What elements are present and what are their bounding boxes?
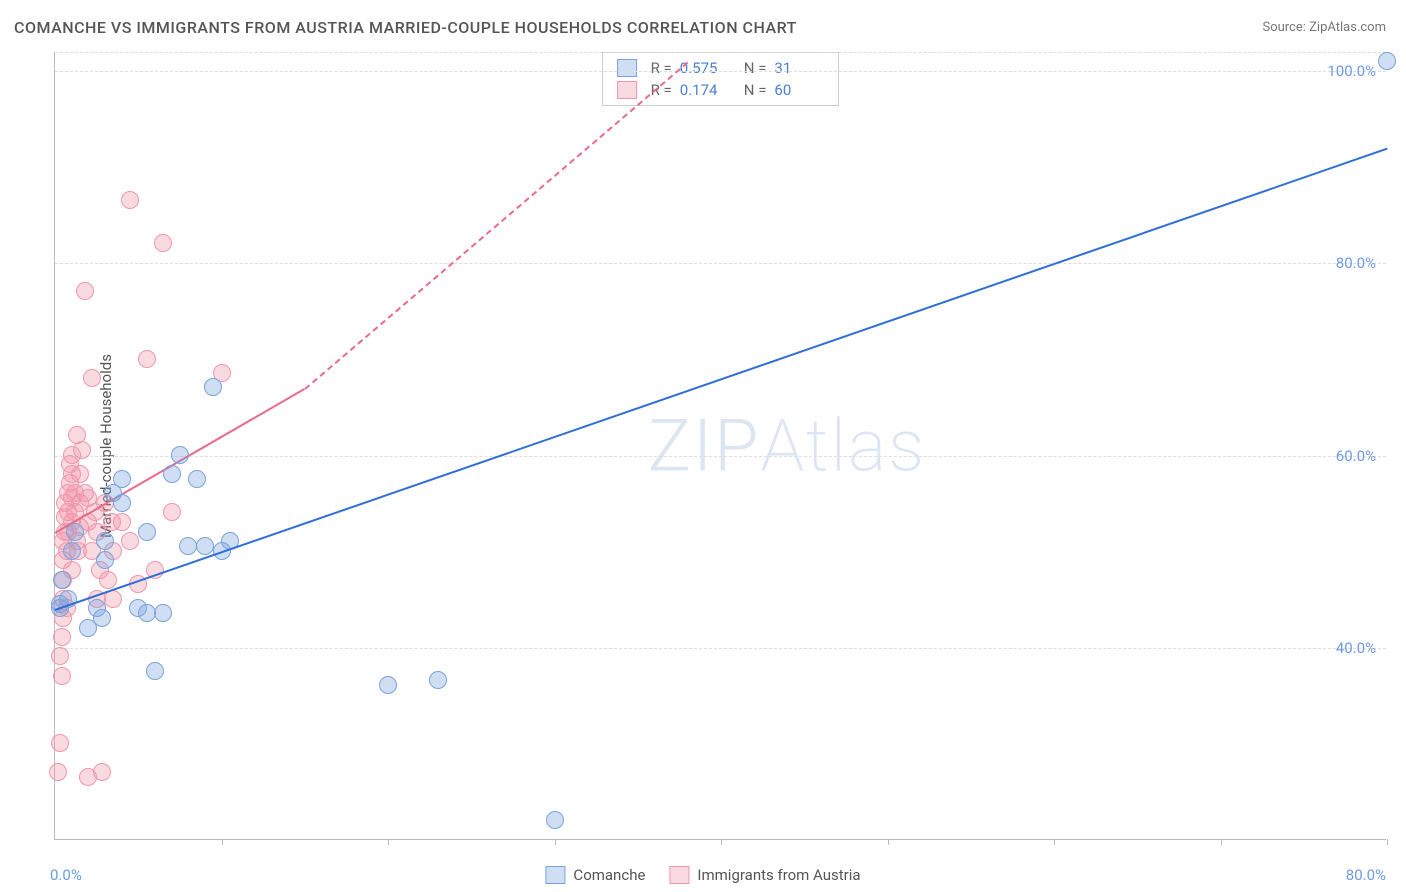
scatter-point-comanche — [546, 811, 564, 829]
scatter-point-austria — [121, 532, 139, 550]
color-swatch-comanche — [617, 59, 637, 77]
scatter-point-austria — [51, 647, 69, 665]
scatter-point-comanche — [379, 676, 397, 694]
scatter-point-austria — [99, 571, 117, 589]
chart-title: COMANCHE VS IMMIGRANTS FROM AUSTRIA MARR… — [14, 18, 797, 37]
legend-item-austria: Immigrants from Austria — [669, 866, 860, 884]
stat-n-label: N = — [744, 81, 767, 99]
scatter-point-comanche — [96, 532, 114, 550]
scatter-point-austria — [138, 350, 156, 368]
x-tick — [555, 839, 556, 845]
scatter-point-comanche — [429, 671, 447, 689]
scatter-point-comanche — [196, 537, 214, 555]
scatter-point-comanche — [163, 465, 181, 483]
scatter-point-comanche — [138, 523, 156, 541]
scatter-point-comanche — [93, 609, 111, 627]
scatter-point-comanche — [146, 662, 164, 680]
scatter-point-austria — [53, 628, 71, 646]
scatter-point-austria — [113, 513, 131, 531]
scatter-point-austria — [83, 369, 101, 387]
scatter-point-comanche — [66, 523, 84, 541]
scatter-point-austria — [163, 503, 181, 521]
legend-swatch-comanche — [545, 866, 565, 884]
gridline — [55, 52, 1386, 53]
legend-label-comanche: Comanche — [573, 866, 645, 884]
x-tick — [1221, 839, 1222, 845]
source-attribution: Source: ZipAtlas.com — [1262, 20, 1386, 35]
scatter-point-comanche — [96, 551, 114, 569]
x-tick — [1054, 839, 1055, 845]
scatter-point-austria — [53, 667, 71, 685]
scatter-point-comanche — [179, 537, 197, 555]
stat-r-label: R = — [651, 59, 672, 77]
x-tick — [888, 839, 889, 845]
scatter-point-comanche — [113, 494, 131, 512]
x-axis-max-label: 80.0% — [1346, 866, 1386, 884]
stat-r-value-austria: 0.174 — [680, 81, 730, 99]
scatter-point-austria — [121, 191, 139, 209]
scatter-point-comanche — [188, 470, 206, 488]
scatter-point-austria — [76, 282, 94, 300]
scatter-point-comanche — [113, 470, 131, 488]
legend-swatch-austria — [669, 866, 689, 884]
scatter-point-comanche — [63, 542, 81, 560]
gridline — [55, 456, 1386, 457]
scatter-point-comanche — [171, 446, 189, 464]
correlation-stats-box: R = 0.575 N = 31 R = 0.174 N = 60 — [602, 52, 840, 106]
legend-item-comanche: Comanche — [545, 866, 645, 884]
x-tick — [721, 839, 722, 845]
y-tick-label: 100.0% — [1327, 62, 1376, 80]
stats-row-comanche: R = 0.575 N = 31 — [617, 57, 825, 79]
scatter-point-austria — [154, 234, 172, 252]
color-swatch-austria — [617, 81, 637, 99]
scatter-chart: ZIPAtlas R = 0.575 N = 31 R = 0.174 N = … — [54, 52, 1386, 840]
y-tick-label: 40.0% — [1336, 639, 1376, 657]
stat-n-label: N = — [744, 59, 767, 77]
gridline — [55, 648, 1386, 649]
watermark: ZIPAtlas — [648, 403, 926, 488]
x-tick — [388, 839, 389, 845]
scatter-point-austria — [51, 734, 69, 752]
legend: Comanche Immigrants from Austria — [545, 866, 860, 884]
scatter-point-austria — [49, 763, 67, 781]
x-axis-min-label: 0.0% — [50, 866, 82, 884]
x-tick — [222, 839, 223, 845]
trend-line — [55, 148, 1388, 611]
scatter-point-comanche — [138, 604, 156, 622]
scatter-point-austria — [71, 465, 89, 483]
scatter-point-comanche — [1378, 52, 1396, 70]
trend-line — [304, 62, 688, 390]
gridline — [55, 263, 1386, 264]
gridline — [55, 71, 1386, 72]
legend-label-austria: Immigrants from Austria — [697, 866, 860, 884]
x-tick — [1387, 839, 1388, 845]
stat-n-value-austria: 60 — [774, 81, 824, 99]
scatter-point-austria — [93, 763, 111, 781]
stat-n-value-comanche: 31 — [774, 59, 824, 77]
y-tick-label: 80.0% — [1336, 254, 1376, 272]
y-tick-label: 60.0% — [1336, 447, 1376, 465]
scatter-point-comanche — [53, 571, 71, 589]
scatter-point-comanche — [154, 604, 172, 622]
scatter-point-austria — [73, 441, 91, 459]
scatter-point-comanche — [204, 378, 222, 396]
